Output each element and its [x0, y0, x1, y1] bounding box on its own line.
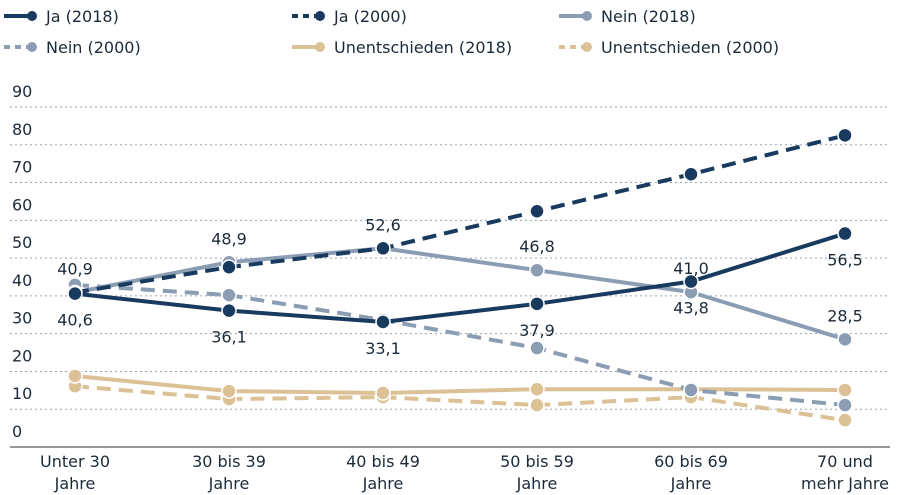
series-line	[74, 246, 846, 342]
legend-label: Ja (2018)	[45, 7, 119, 26]
series-point	[221, 259, 237, 275]
series-point	[529, 397, 545, 413]
legend-item: Unentschieden (2018)	[292, 38, 512, 57]
legend-dot	[27, 11, 37, 21]
x-tick-label: 30 bis 39 Jahre	[192, 452, 266, 493]
data-label: 40,6	[57, 311, 93, 330]
series-point	[529, 340, 545, 356]
data-label: 43,8	[673, 299, 709, 318]
data-label: 46,8	[519, 237, 555, 256]
data-label: 33,1	[365, 339, 401, 358]
series-point	[529, 296, 545, 312]
series-point	[837, 331, 853, 348]
legend-label: Nein (2018)	[601, 7, 696, 26]
y-tick-label: 50	[12, 233, 32, 252]
x-tick-label: 50 bis 59 Jahre	[500, 452, 574, 493]
series-line	[74, 231, 846, 324]
legend-label: Ja (2000)	[333, 7, 407, 26]
legend-label: Unentschieden (2018)	[334, 38, 512, 57]
series-point	[837, 397, 853, 413]
x-tick-label: 70 und mehr Jahre	[801, 452, 889, 493]
series-point	[375, 385, 391, 401]
y-tick-label: 80	[12, 120, 32, 139]
series-point	[221, 287, 237, 303]
series-point	[837, 225, 853, 242]
legend-label: Unentschieden (2000)	[601, 38, 779, 57]
y-tick-label: 20	[12, 346, 32, 365]
x-tick-label: 40 bis 49 Jahre	[346, 452, 420, 493]
series-point	[529, 381, 545, 397]
series-point	[375, 240, 391, 257]
series-point	[67, 368, 83, 384]
legend-dot	[582, 42, 592, 52]
series-point	[683, 273, 699, 290]
data-label: 37,9	[519, 321, 555, 340]
legend-dot	[582, 11, 592, 21]
series-point	[683, 166, 699, 182]
y-tick-label: 30	[12, 309, 32, 328]
series-line	[74, 384, 846, 423]
legend-dot	[27, 42, 37, 52]
series-point	[529, 262, 545, 278]
series-point	[529, 203, 545, 220]
series-point	[837, 382, 853, 398]
series-point	[221, 302, 237, 319]
y-tick-label: 10	[12, 384, 32, 403]
data-label: 36,1	[211, 328, 247, 347]
series-point	[837, 127, 853, 144]
series-point	[221, 383, 237, 399]
y-tick-label: 70	[12, 158, 32, 177]
data-label: 28,5	[827, 306, 863, 325]
data-label: 40,9	[57, 259, 93, 278]
legend-item: Nein (2000)	[4, 38, 141, 57]
series-point	[683, 382, 699, 398]
legend-item: Ja (2018)	[4, 7, 119, 26]
series-point	[837, 412, 853, 428]
y-tick-label: 90	[12, 82, 32, 101]
y-tick-label: 0	[12, 422, 22, 441]
series-line	[74, 373, 846, 395]
legend-dot	[315, 11, 325, 21]
data-label: 41,0	[673, 259, 709, 278]
legend-dot	[315, 42, 325, 52]
legend-item: Nein (2018)	[559, 7, 696, 26]
x-tick-label: Unter 30 Jahre	[40, 452, 110, 493]
data-label: 56,5	[827, 251, 863, 270]
legend-item: Unentschieden (2000)	[559, 38, 779, 57]
y-tick-label: 60	[12, 195, 32, 214]
series-point	[67, 285, 83, 302]
y-tick-label: 40	[12, 271, 32, 290]
series-point	[375, 314, 391, 330]
data-label: 48,9	[211, 229, 247, 248]
legend-item: Ja (2000)	[292, 7, 407, 26]
data-label: 52,6	[365, 215, 401, 234]
x-tick-label: 60 bis 69 Jahre	[654, 452, 728, 493]
legend-label: Nein (2000)	[46, 38, 141, 57]
